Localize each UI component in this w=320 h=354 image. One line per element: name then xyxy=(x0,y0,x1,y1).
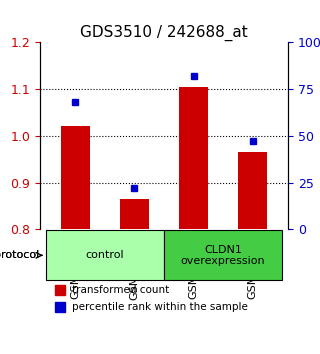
Bar xyxy=(179,87,208,229)
Text: protocol: protocol xyxy=(0,250,39,260)
Text: protocol: protocol xyxy=(0,250,39,260)
Text: control: control xyxy=(86,250,124,260)
FancyBboxPatch shape xyxy=(164,230,282,280)
Text: transformed count: transformed count xyxy=(72,285,170,295)
Bar xyxy=(61,126,90,229)
Bar xyxy=(238,152,267,229)
FancyBboxPatch shape xyxy=(46,230,164,280)
Text: CLDN1
overexpression: CLDN1 overexpression xyxy=(181,245,265,266)
Title: GDS3510 / 242688_at: GDS3510 / 242688_at xyxy=(80,25,248,41)
Bar xyxy=(120,199,149,229)
Text: percentile rank within the sample: percentile rank within the sample xyxy=(72,302,248,312)
